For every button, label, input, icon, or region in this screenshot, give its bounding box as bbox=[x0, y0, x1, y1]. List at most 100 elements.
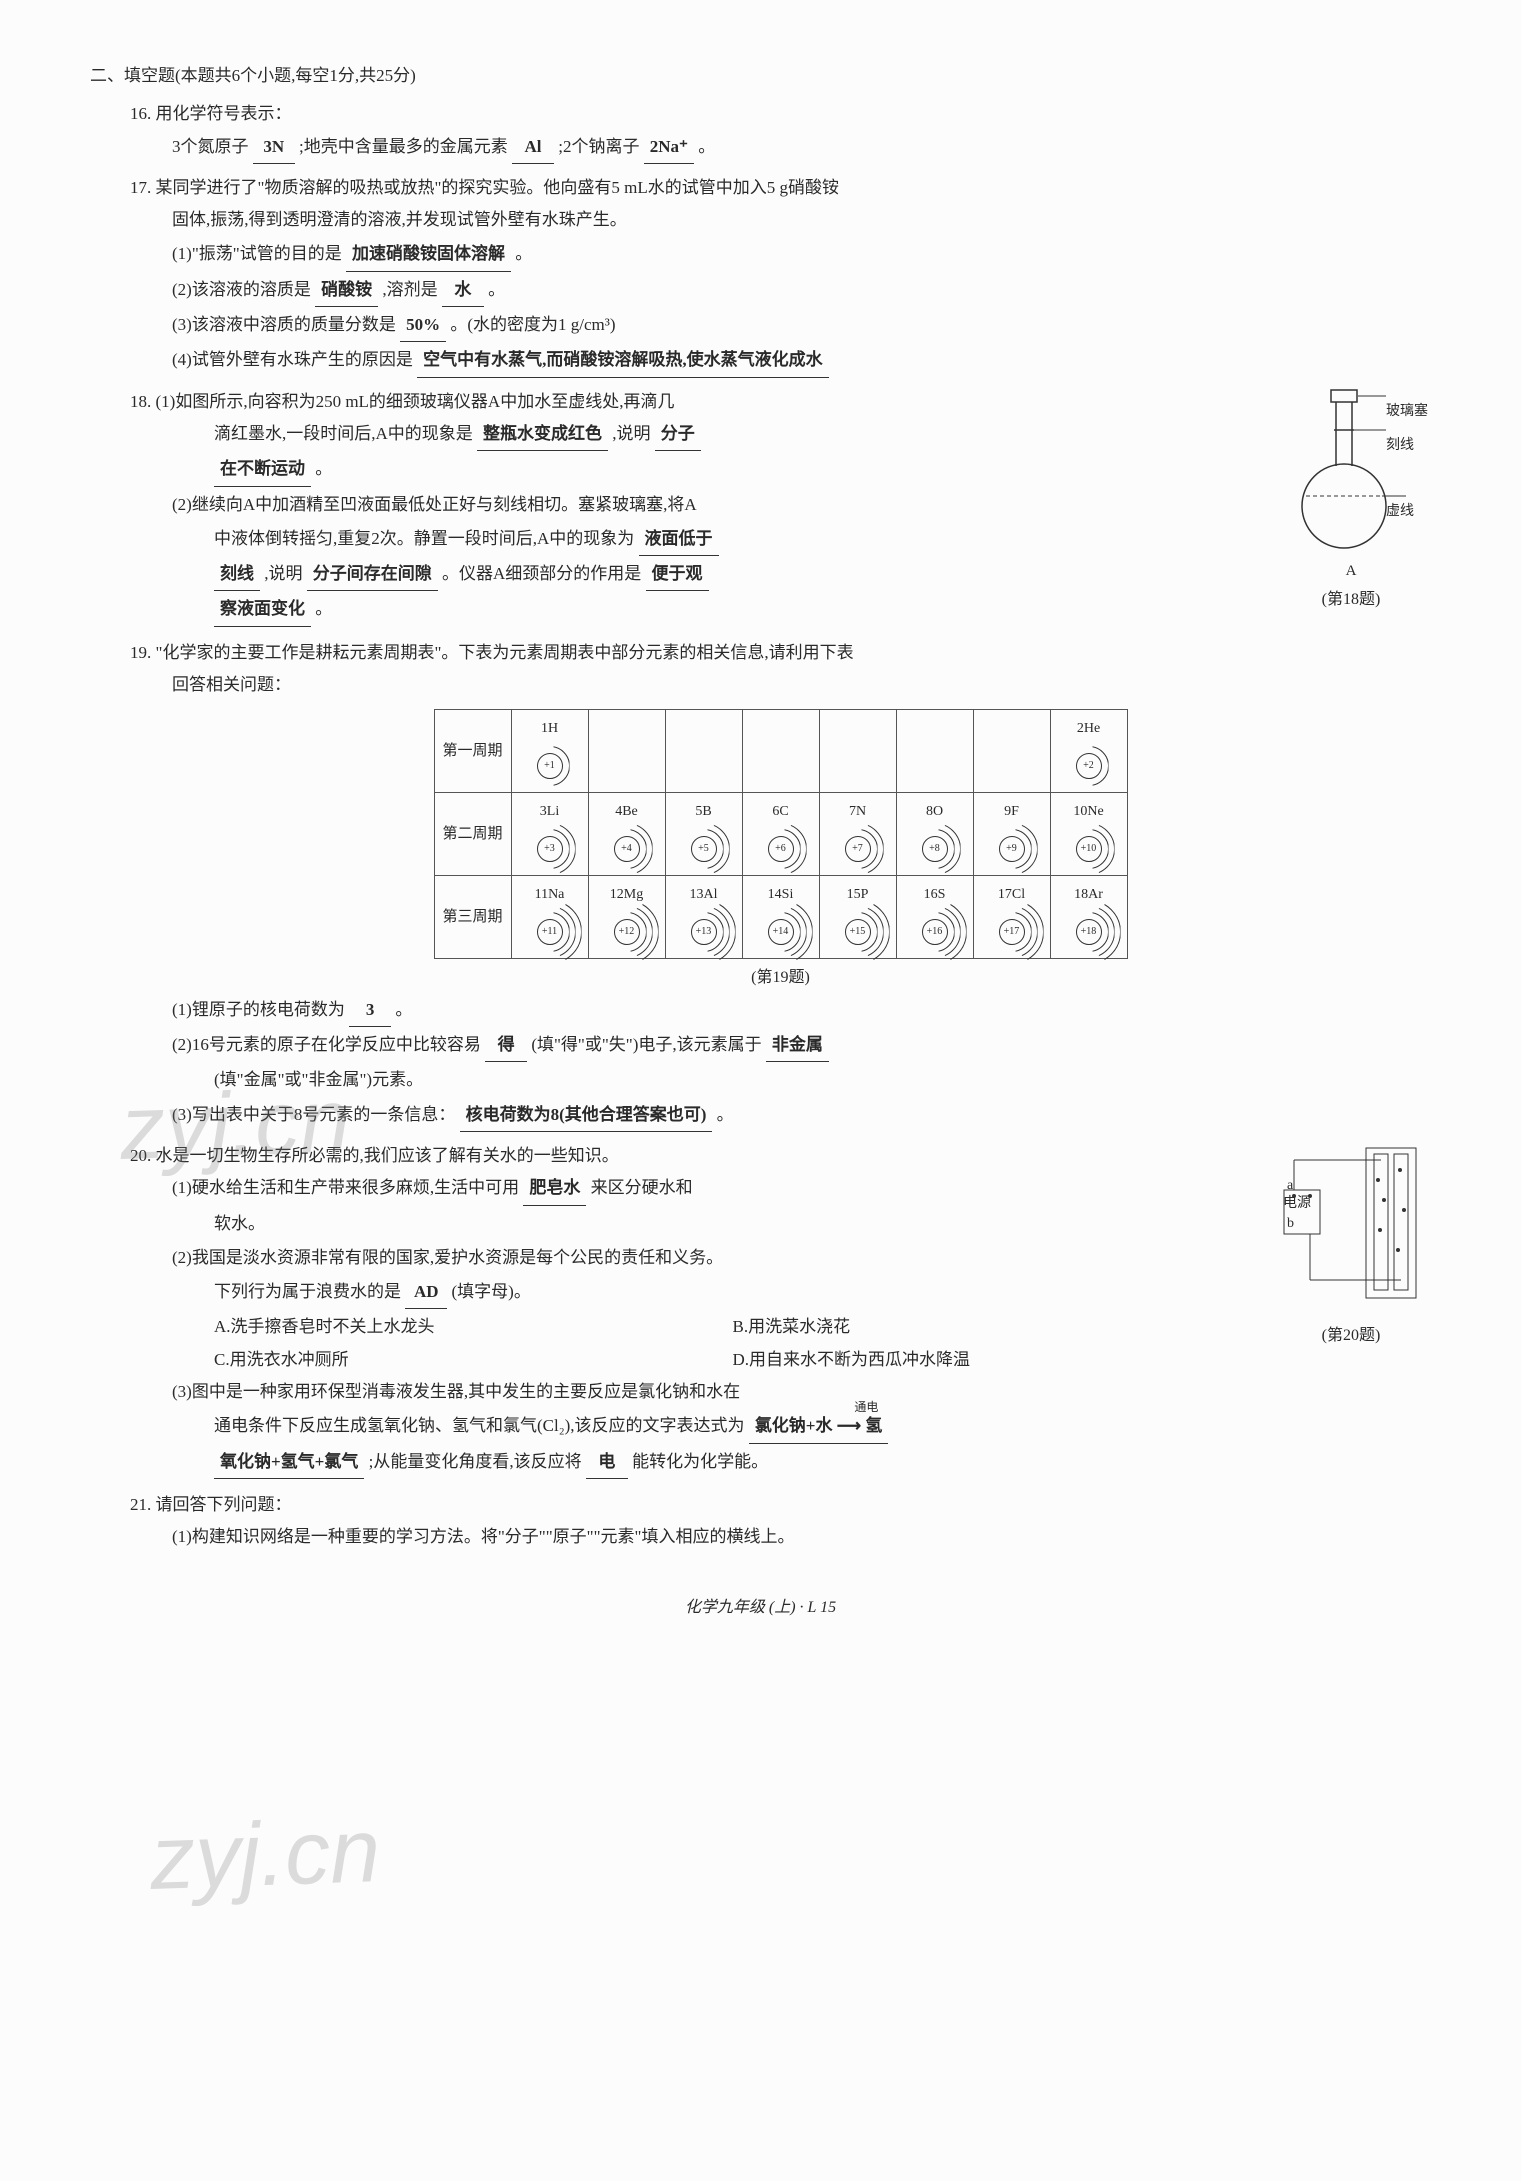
question-16: 16. 用化学符号表示： 3个氮原子 3N ;地壳中含量最多的金属元素 Al ;… bbox=[130, 98, 1431, 164]
atom-diagram: +17 bbox=[986, 911, 1038, 953]
q20-figure: a 电源 b (第20题) bbox=[1271, 1140, 1431, 1352]
q18-p2-t1: (2)继续向A中加酒精至凹液面最低处正好与刻线相切。塞紧玻璃塞,将A bbox=[172, 489, 1251, 521]
atom-diagram: +16 bbox=[909, 911, 961, 953]
flask-label-dashed: 虚线 bbox=[1386, 499, 1414, 526]
q20-option-D: D.用自来水不断为西瓜冲水降温 bbox=[733, 1344, 1252, 1376]
q20-p1-t1: (1)硬水给生活和生产带来很多麻烦,生活中可用 bbox=[172, 1178, 519, 1197]
q20-p3-cond: 通电 bbox=[854, 1396, 878, 1419]
atom-diagram: +12 bbox=[601, 911, 653, 953]
section-2-header: 二、填空题(本题共6个小题,每空1分,共25分) bbox=[90, 60, 1431, 92]
atom-diagram: +1 bbox=[524, 745, 576, 787]
element-symbol: 7N bbox=[822, 799, 894, 826]
ptable-element-cell: 4Be+4 bbox=[588, 793, 665, 876]
periodic-table: 第一周期1H+12He+2第二周期3Li+34Be+45B+56C+67N+78… bbox=[434, 709, 1128, 959]
watermark: zyj.cn bbox=[147, 1766, 383, 1945]
q19-p2-t1: (2)16号元素的原子在化学反应中比较容易 bbox=[172, 1035, 481, 1054]
q20-p3-blank1a: 通电 氯化钠+水 ⟶ 氢 bbox=[749, 1410, 889, 1443]
ptable-element-cell: 8O+8 bbox=[896, 793, 973, 876]
q20-option-C: C.用洗衣水冲厕所 bbox=[214, 1344, 733, 1376]
q16-line: 3个氮原子 3N ;地壳中含量最多的金属元素 Al ;2个钠离子 2Na⁺ 。 bbox=[172, 131, 1431, 164]
q19-p2-blank1: 得 bbox=[485, 1029, 527, 1062]
element-symbol: 18Ar bbox=[1053, 882, 1125, 909]
q20-p1-t3: 软水。 bbox=[214, 1208, 1251, 1240]
atom-diagram: +14 bbox=[755, 911, 807, 953]
q20-p2-blank: AD bbox=[405, 1276, 447, 1309]
q19-p2-blank2: 非金属 bbox=[766, 1029, 829, 1062]
ptable-element-cell: 5B+5 bbox=[665, 793, 742, 876]
ptable-empty-cell bbox=[896, 710, 973, 793]
q20-options: A.洗手擦香皂时不关上水龙头 B.用洗菜水浇花 C.用洗衣水冲厕所 D.用自来水… bbox=[214, 1311, 1251, 1376]
q20-option-A: A.洗手擦香皂时不关上水龙头 bbox=[214, 1311, 733, 1343]
ptable-element-cell: 6C+6 bbox=[742, 793, 819, 876]
q20-p3-blank2: 电 bbox=[586, 1446, 628, 1479]
ptable-empty-cell bbox=[588, 710, 665, 793]
element-symbol: 12Mg bbox=[591, 882, 663, 909]
q16-t1: 3个氮原子 bbox=[172, 137, 249, 156]
q19-part1: (1)锂原子的核电荷数为 3 。 bbox=[172, 994, 1431, 1027]
q17-p1-label: (1)"振荡"试管的目的是 bbox=[172, 244, 342, 263]
q20-option-B: B.用洗菜水浇花 bbox=[733, 1311, 1252, 1343]
q20-p3-blank1b: 氧化钠+氢气+氯气 bbox=[214, 1446, 364, 1479]
q19-caption: (第19题) bbox=[130, 963, 1431, 993]
element-symbol: 4Be bbox=[591, 799, 663, 826]
q16-stem: 用化学符号表示： bbox=[156, 104, 292, 123]
q18-p1-blank2a: 分子 bbox=[655, 418, 701, 451]
q17-stem1: 某同学进行了"物质溶解的吸热或放热"的探究实验。他向盛有5 mL水的试管中加入5… bbox=[156, 178, 840, 197]
q18-p1-line3: 在不断运动 。 bbox=[214, 453, 1251, 486]
atom-diagram: +15 bbox=[832, 911, 884, 953]
q20-p1-blank: 肥皂水 bbox=[523, 1172, 586, 1205]
ptable-element-cell: 14Si+14 bbox=[742, 876, 819, 959]
ptable-empty-cell bbox=[665, 710, 742, 793]
q17-stem2: 固体,振荡,得到透明澄清的溶液,并发现试管外壁有水珠产生。 bbox=[172, 204, 1431, 236]
atom-diagram: +11 bbox=[524, 911, 576, 953]
atom-diagram: +5 bbox=[678, 828, 730, 870]
q18-p1-t4: 。 bbox=[315, 459, 332, 478]
q18-p2-blank1b: 刻线 bbox=[214, 558, 260, 591]
q20-p3-t4: 能转化为化学能。 bbox=[632, 1452, 768, 1471]
q17-p3-tail: 。(水的密度为1 g/cm³) bbox=[450, 315, 615, 334]
q17-part3: (3)该溶液中溶质的质量分数是 50% 。(水的密度为1 g/cm³) bbox=[172, 309, 1431, 342]
element-symbol: 13Al bbox=[668, 882, 740, 909]
q19-p2-t3: (填"金属"或"非金属")元素。 bbox=[214, 1064, 1431, 1096]
q19-part3: (3)写出表中关于8号元素的一条信息： 核电荷数为8(其他合理答案也可) 。 bbox=[172, 1099, 1431, 1132]
element-symbol: 16S bbox=[899, 882, 971, 909]
q18-p1-line2: 滴红墨水,一段时间后,A中的现象是 整瓶水变成红色 ,说明 分子 bbox=[214, 418, 1251, 451]
q20-caption: (第20题) bbox=[1271, 1321, 1431, 1351]
q16-t4: 。 bbox=[698, 137, 715, 156]
question-18: 玻璃塞 刻线 虚线 A (第18题) 18. (1)如图所示,向容积为250 m… bbox=[130, 386, 1431, 629]
q17-p2-tail: 。 bbox=[488, 280, 505, 299]
question-17: 17. 某同学进行了"物质溶解的吸热或放热"的探究实验。他向盛有5 mL水的试管… bbox=[130, 172, 1431, 378]
question-21: 21. 请回答下列问题： (1)构建知识网络是一种重要的学习方法。将"分子""原… bbox=[130, 1489, 1431, 1554]
atom-diagram: +10 bbox=[1063, 828, 1115, 870]
q18-p2-blank2: 分子间存在间隙 bbox=[307, 558, 438, 591]
q19-stem2: 回答相关问题： bbox=[172, 669, 1431, 701]
element-symbol: 1H bbox=[514, 716, 586, 743]
ptable-row-label: 第一周期 bbox=[434, 710, 511, 793]
question-20: a 电源 b (第20题) 20. 水是一切生物生存所必需的,我们应该了解有关水… bbox=[130, 1140, 1431, 1481]
ptable-element-cell: 17Cl+17 bbox=[973, 876, 1050, 959]
q20-number: 20. bbox=[130, 1146, 151, 1165]
atom-diagram: +9 bbox=[986, 828, 1038, 870]
ptable-element-cell: 1H+1 bbox=[511, 710, 588, 793]
ptable-element-cell: 11Na+11 bbox=[511, 876, 588, 959]
element-symbol: 6C bbox=[745, 799, 817, 826]
q17-p2-mid: ,溶剂是 bbox=[382, 280, 437, 299]
element-symbol: 15P bbox=[822, 882, 894, 909]
q18-p2-t5: 。 bbox=[315, 599, 332, 618]
ptable-empty-cell bbox=[742, 710, 819, 793]
q18-p1-t3: ,说明 bbox=[612, 424, 650, 443]
atom-diagram: +3 bbox=[524, 828, 576, 870]
q17-part2: (2)该溶液的溶质是 硝酸铵 ,溶剂是 水 。 bbox=[172, 274, 1431, 307]
element-symbol: 2He bbox=[1053, 716, 1125, 743]
q16-blank-2: Al bbox=[512, 131, 554, 164]
q18-p2-t3: ,说明 bbox=[264, 564, 302, 583]
q20-p3-line3: 氧化钠+氢气+氯气 ;从能量变化角度看,该反应将 电 能转化为化学能。 bbox=[214, 1446, 1431, 1479]
q20-p2-t2: 下列行为属于浪费水的是 bbox=[214, 1282, 401, 1301]
q19-p3-blank: 核电荷数为8(其他合理答案也可) bbox=[460, 1099, 713, 1132]
q19-p1-tail: 。 bbox=[395, 1000, 412, 1019]
q19-p1-label: (1)锂原子的核电荷数为 bbox=[172, 1000, 345, 1019]
atom-diagram: +13 bbox=[678, 911, 730, 953]
q17-number: 17. bbox=[130, 178, 151, 197]
q18-p2-blank3b: 察液面变化 bbox=[214, 593, 311, 626]
q17-p3-label: (3)该溶液中溶质的质量分数是 bbox=[172, 315, 396, 334]
